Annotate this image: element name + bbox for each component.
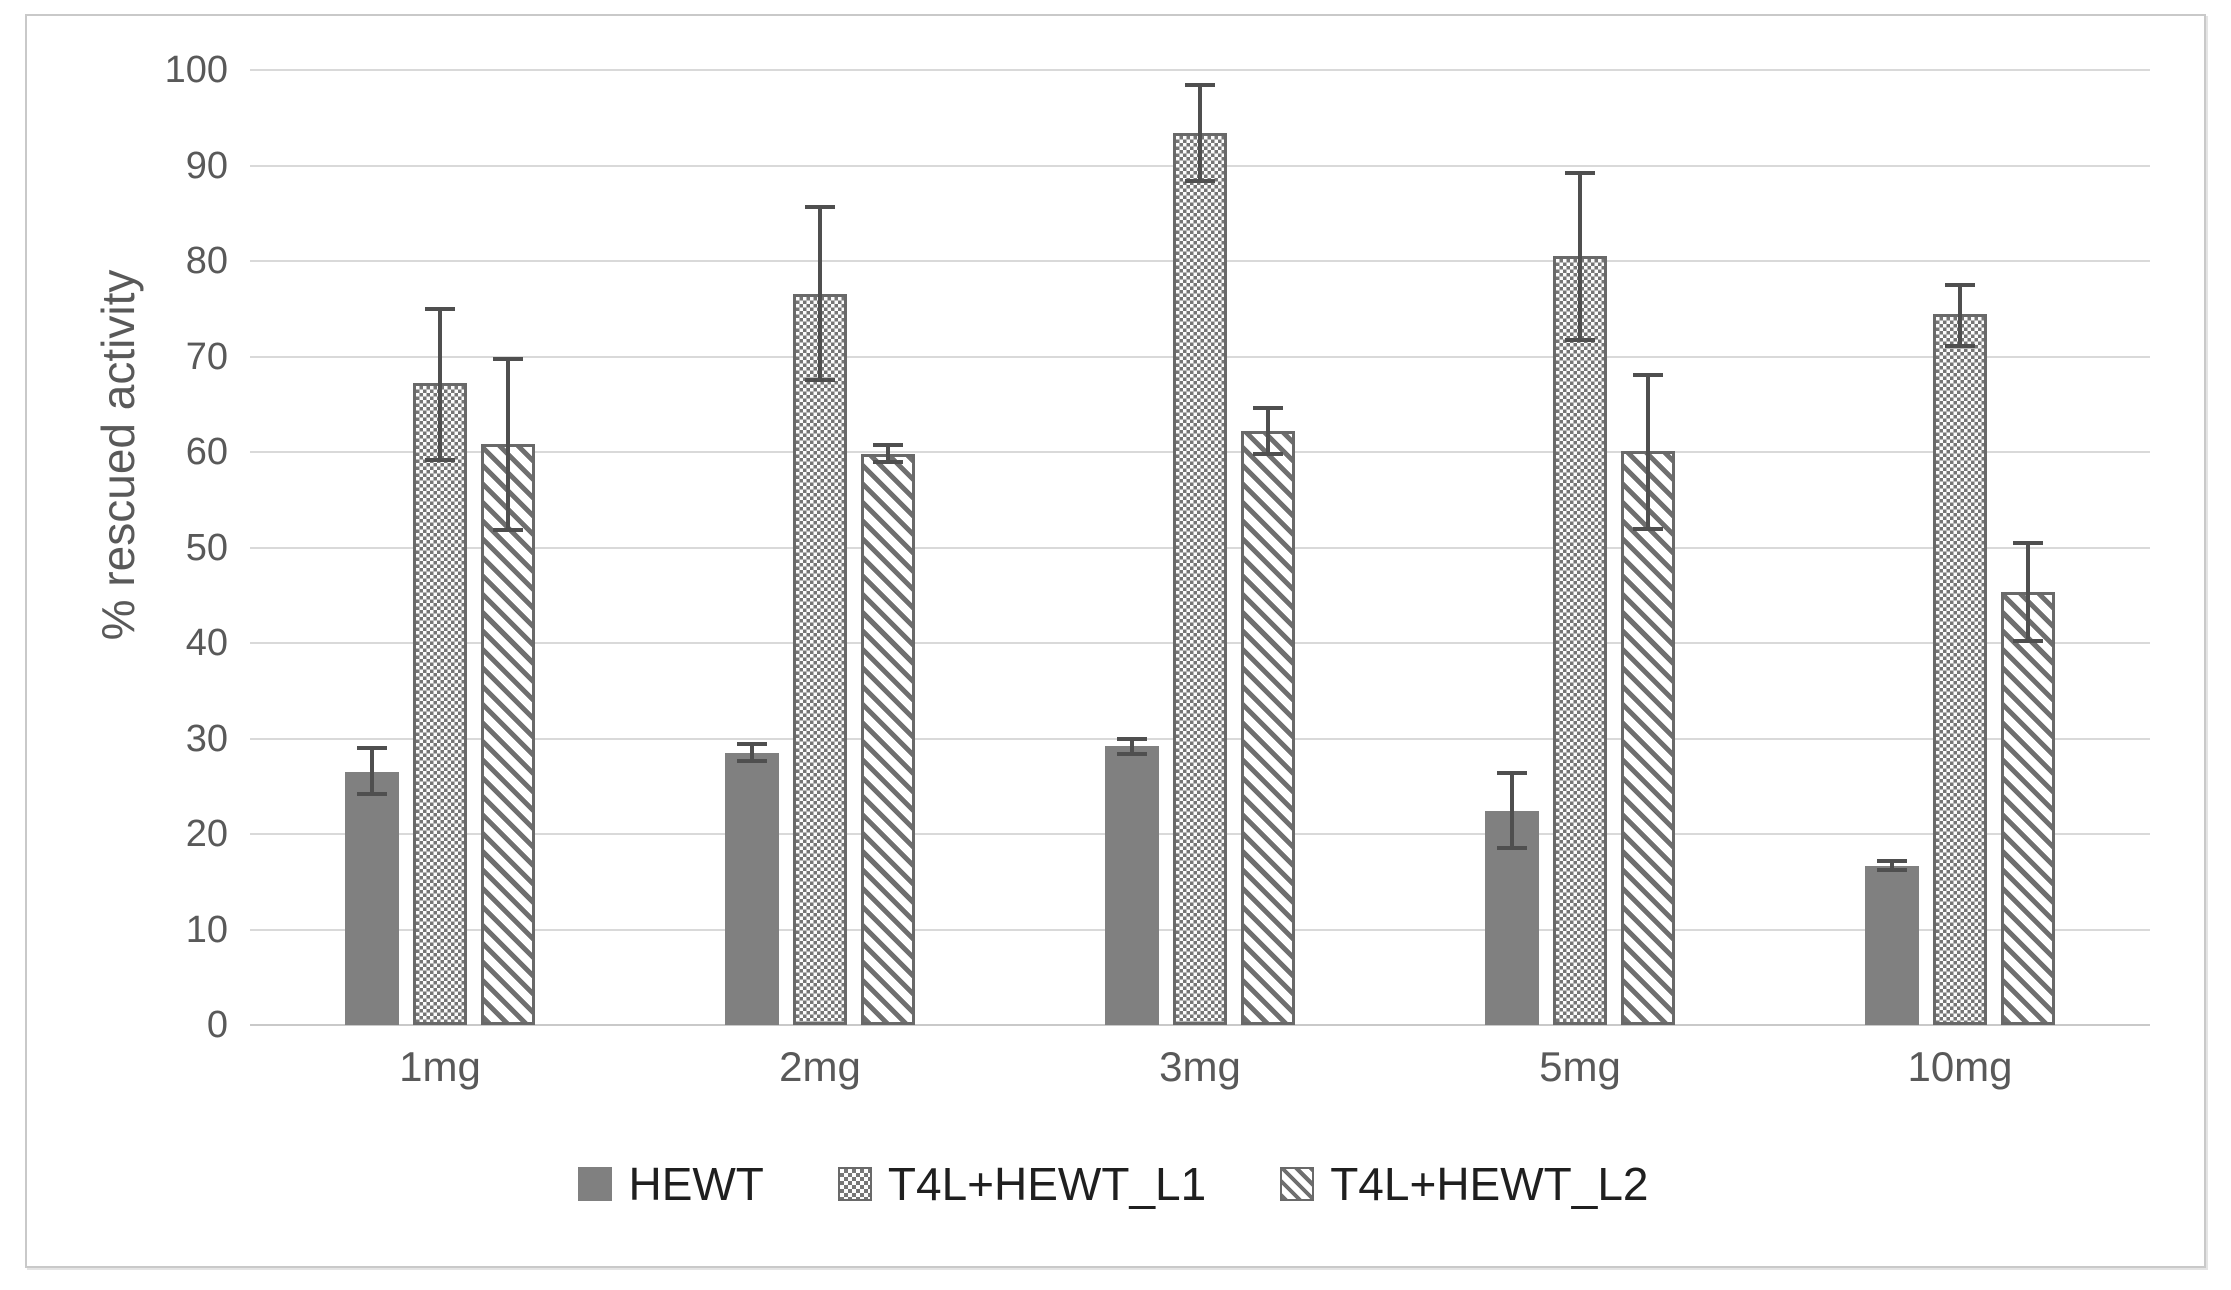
- legend-item-HEWT: HEWT: [578, 1157, 764, 1211]
- bar-T4L+HEWT_L2-3mg: [1241, 431, 1295, 1025]
- legend-item-T4L+HEWT_L1: T4L+HEWT_L1: [837, 1157, 1207, 1211]
- error-bar-HEWT-10mg: [1877, 858, 1907, 873]
- error-bar-T4L+HEWT_L1-2mg: [805, 204, 835, 383]
- y-tick-label: 70: [185, 335, 228, 378]
- gridline: [250, 1024, 2150, 1026]
- bar-T4L+HEWT_L2-10mg: [2001, 592, 2055, 1025]
- bar-HEWT-10mg: [1865, 865, 1919, 1025]
- bar-T4L+HEWT_L2-5mg: [1621, 451, 1675, 1025]
- bar-T4L+HEWT_L1-1mg: [413, 383, 467, 1025]
- bar-HEWT-3mg: [1105, 746, 1159, 1025]
- plot-area: [250, 69, 2150, 1026]
- bar-T4L+HEWT_L1-3mg: [1173, 133, 1227, 1025]
- legend-swatch-checker-icon: [837, 1167, 872, 1201]
- y-tick-label: 60: [185, 431, 228, 473]
- legend-label: T4L+HEWT_L1: [887, 1158, 1207, 1210]
- error-bar-T4L+HEWT_L2-3mg: [1253, 406, 1283, 456]
- bar-HEWT-2mg: [725, 752, 779, 1025]
- bar-T4L+HEWT_L1-10mg: [1933, 314, 1987, 1025]
- gridline: [250, 69, 2150, 71]
- legend-swatch-solid-icon: [578, 1167, 613, 1201]
- error-bar-HEWT-5mg: [1497, 770, 1527, 851]
- x-axis-tick-labels: 1mg 2mg 3mg 5mg 10mg: [250, 1043, 2150, 1103]
- error-bar-T4L+HEWT_L2-10mg: [2013, 540, 2043, 643]
- x-tick-label-3mg: 3mg: [1159, 1043, 1241, 1090]
- y-tick-label: 80: [185, 240, 228, 282]
- legend-label: T4L+HEWT_L2: [1330, 1158, 1649, 1210]
- chart-border-frame: [25, 14, 2206, 1268]
- x-tick-label-10mg: 10mg: [1907, 1043, 2013, 1090]
- bar-HEWT-1mg: [345, 771, 399, 1025]
- x-tick-label-5mg: 5mg: [1539, 1043, 1621, 1090]
- y-tick-label: 0: [206, 1004, 228, 1046]
- error-bar-HEWT-1mg: [357, 746, 387, 796]
- error-bar-T4L+HEWT_L2-1mg: [493, 357, 523, 533]
- y-tick-label: 50: [185, 526, 228, 569]
- error-bar-HEWT-3mg: [1117, 736, 1147, 756]
- y-tick-label: 10: [185, 908, 228, 951]
- bar-T4L+HEWT_L2-2mg: [861, 453, 915, 1025]
- error-bar-T4L+HEWT_L1-5mg: [1565, 171, 1595, 343]
- y-tick-label: 40: [185, 622, 228, 664]
- x-tick-label-1mg: 1mg: [399, 1043, 481, 1090]
- bar-T4L+HEWT_L1-5mg: [1553, 256, 1607, 1025]
- error-bar-HEWT-2mg: [737, 742, 767, 764]
- legend: HEWT T4L+HEWT_L1 T4L+HEWT_L2: [25, 1146, 2202, 1222]
- y-tick-label: 30: [185, 717, 228, 760]
- legend-item-T4L+HEWT_L2: T4L+HEWT_L2: [1280, 1157, 1649, 1211]
- error-bar-T4L+HEWT_L1-1mg: [425, 306, 455, 462]
- error-bar-T4L+HEWT_L2-5mg: [1633, 372, 1663, 532]
- y-tick-label: 100: [164, 49, 228, 91]
- y-tick-label: 90: [185, 144, 228, 187]
- error-bar-T4L+HEWT_L1-3mg: [1185, 83, 1215, 183]
- error-bar-T4L+HEWT_L1-10mg: [1945, 282, 1975, 348]
- y-axis-tick-labels: 0 10 20 30 40 50 60 70 80 90 100: [0, 49, 228, 1046]
- legend-swatch-diagonal-icon: [1280, 1167, 1315, 1201]
- bar-T4L+HEWT_L1-2mg: [793, 294, 847, 1025]
- bar-T4L+HEWT_L2-1mg: [481, 444, 535, 1025]
- error-bar-T4L+HEWT_L2-2mg: [873, 443, 903, 465]
- legend-label: HEWT: [628, 1158, 764, 1210]
- y-tick-label: 20: [185, 813, 228, 855]
- x-tick-label-2mg: 2mg: [779, 1043, 861, 1090]
